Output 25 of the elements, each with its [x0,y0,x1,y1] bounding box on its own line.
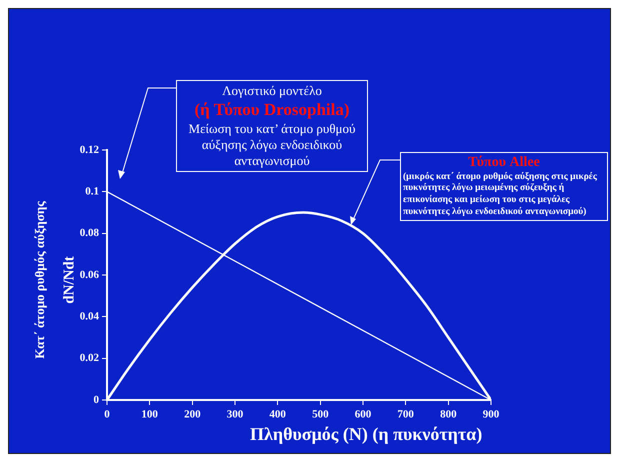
x-tick-label: 600 [354,408,372,420]
text: Λογιστικό μοντέλο [221,83,323,100]
annotation: Τύπου Allee [467,154,541,172]
annotation: (μικρός κατ΄ άτομο ρυθμός αύξησης στις μικρές πυκνότητες λόγω μειωμένης σύζευξης ή επικονίασης και μείωση του στις μεγάλες πυκνότητες λόγω ενδοειδικού ανταγωνισμού) [403,172,598,219]
text: Κατ΄ άτομο ρυθμός αύξησης [32,201,48,359]
y-tick-label: 0.06 [80,268,100,281]
y-axis-title: dN/Ndt [62,256,78,304]
x-tick-label: 200 [184,408,202,420]
y-tick-label: 0 [94,394,100,406]
x-tick-label: 300 [226,408,244,420]
text: (ή Τύπου Drosophila) [193,99,351,120]
annotation: Μείωση του κατ’ άτομο ρυθμού αύξησης λόγω ενδοειδικού ανταγωνισμού [188,120,356,170]
y-tick-label: 0.08 [80,227,100,240]
y-tick-label: 0.12 [80,144,100,156]
x-tick-label: 100 [141,408,158,420]
x-tick-label: 800 [440,408,458,420]
y-tick-label: 0.04 [80,310,100,323]
x-tick-label: 400 [269,408,286,420]
x-tick-label: 700 [397,408,414,420]
x-tick-label: 900 [482,408,500,420]
x-axis-title: Πληθυσμός (N) (η πυκνότητα) [250,424,482,445]
y-tick-label: 0.02 [80,352,100,364]
x-tick-label: 500 [312,408,330,420]
x-tick-label: 0 [104,408,110,420]
y-tick-label: 0.1 [85,186,99,198]
